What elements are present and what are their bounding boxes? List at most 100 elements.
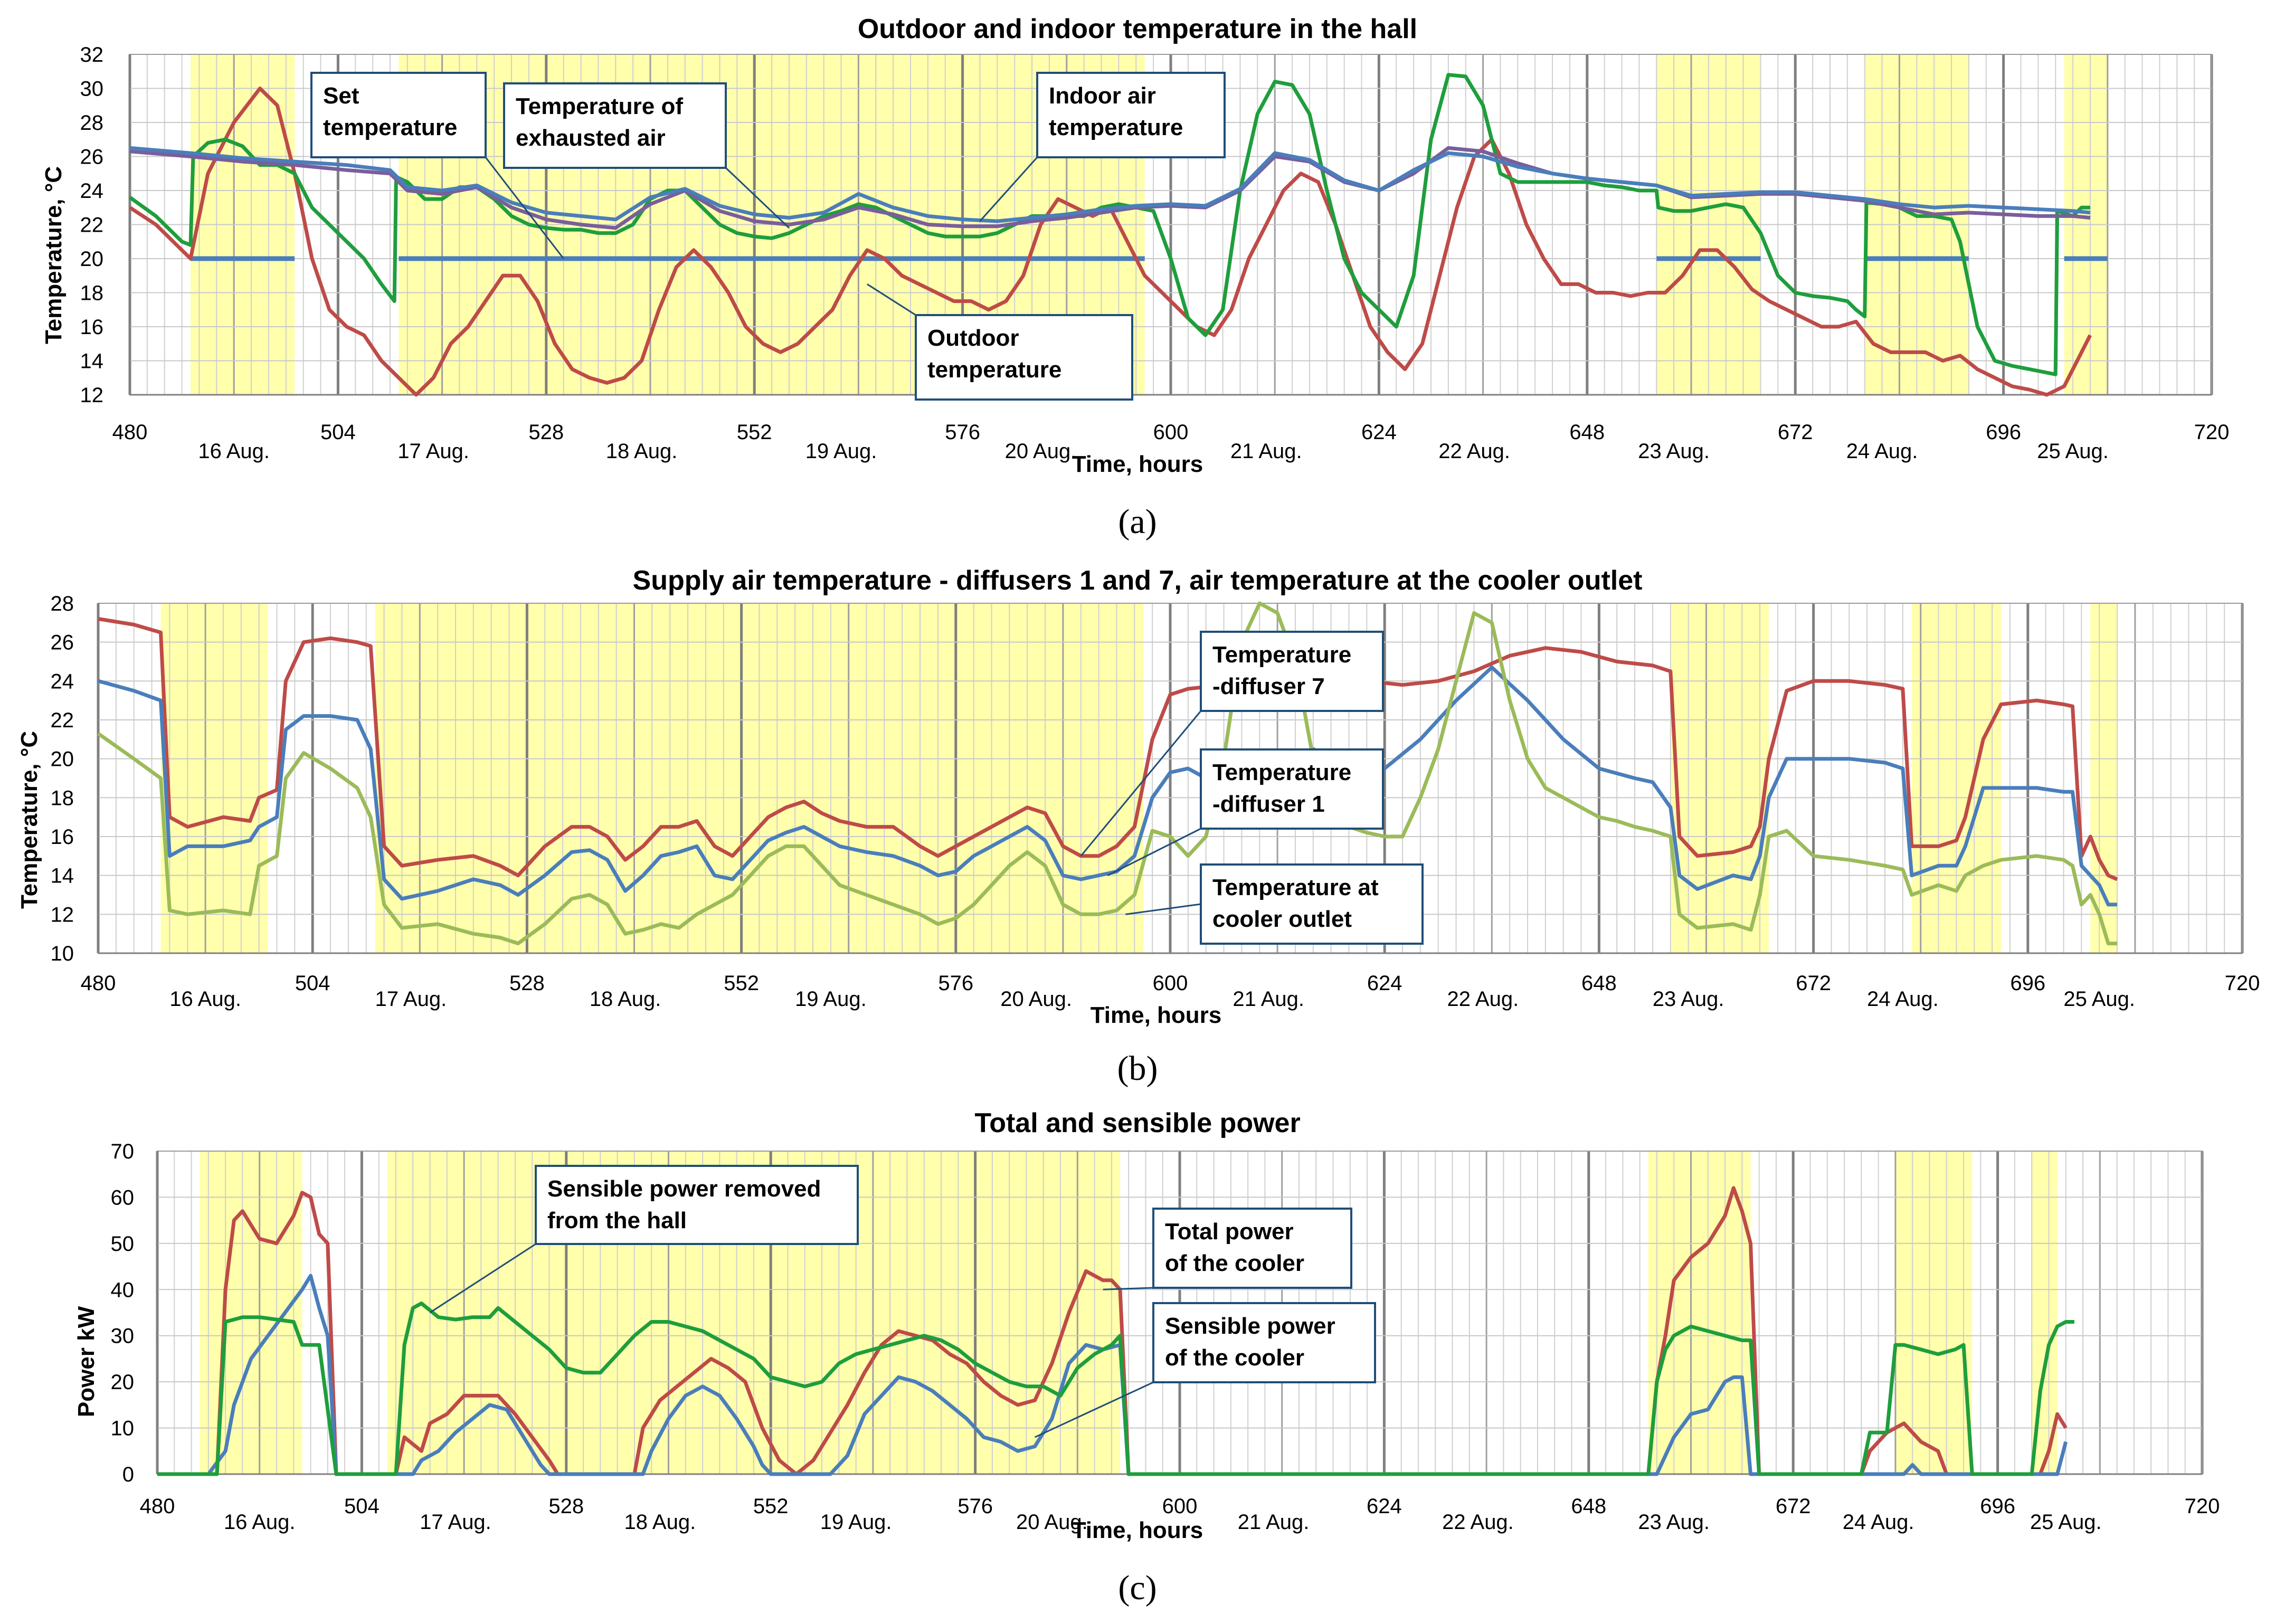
callout-text: Temperature at — [1212, 875, 1379, 900]
callout-leader — [1103, 1287, 1154, 1290]
callout-text: -diffuser 7 — [1212, 673, 1325, 699]
callout-text: Temperature — [1212, 642, 1351, 668]
y-axis-label: Power kW — [73, 1306, 99, 1417]
callout-box — [1200, 631, 1384, 712]
day-labels: 16 Aug. 17 Aug. 18 Aug. 19 Aug. 20 Aug. 21 Au… — [169, 987, 2135, 1011]
y-tick-label: 26 — [51, 631, 74, 654]
x-tick-label: 672 — [1796, 972, 1831, 995]
callout-text: Indoor air — [1049, 83, 1156, 109]
x-tick-label: 720 — [2194, 421, 2230, 444]
callout-text: of the cooler — [1165, 1250, 1304, 1276]
x-tick-label: 504 — [344, 1495, 380, 1518]
x-tick-label: 696 — [2010, 972, 2045, 995]
callout-text: temperature — [1049, 115, 1183, 140]
y-tick-label: 24 — [80, 179, 104, 203]
x-tick-label: 480 — [81, 972, 116, 995]
y-tick-label: 40 — [111, 1278, 135, 1302]
x-tick-label: 552 — [753, 1495, 789, 1518]
series-line — [157, 1302, 2074, 1476]
x-tick-label: 648 — [1569, 421, 1605, 444]
x-tick-label: 600 — [1162, 1495, 1198, 1518]
y-tick-label: 50 — [111, 1232, 135, 1256]
shaded-period — [160, 603, 268, 953]
chart-panel-b: Supply air temperature - diffusers 1 and… — [16, 565, 2260, 1088]
y-tick-label: 14 — [80, 350, 104, 373]
day-label: 23 Aug. — [1638, 440, 1710, 463]
callout-leader — [1034, 1381, 1154, 1438]
chart-panel-a: Outdoor and indoor temperature in the ha… — [41, 14, 2229, 541]
callout-box — [310, 72, 487, 158]
callout-box — [1152, 1208, 1352, 1289]
day-label: 22 Aug. — [1438, 440, 1510, 463]
panel-label: (b) — [1117, 1049, 1158, 1088]
y-tick-label: 60 — [111, 1186, 135, 1209]
day-label: 24 Aug. — [1867, 987, 1939, 1011]
day-label: 20 Aug. — [1000, 987, 1072, 1011]
series-line — [97, 601, 2117, 946]
day-label: 23 Aug. — [1653, 987, 1724, 1011]
day-label: 17 Aug. — [397, 440, 469, 463]
callout-leader — [429, 1243, 536, 1314]
y-tick-label: 70 — [111, 1140, 135, 1163]
y-tick-label: 0 — [122, 1463, 134, 1486]
callout-text: Temperature of — [516, 93, 683, 119]
callout-text: temperature — [323, 115, 457, 140]
day-labels: 16 Aug. 17 Aug. 18 Aug. 19 Aug. 20 Aug. 21 Au… — [224, 1511, 2102, 1534]
callout-text: -diffuser 1 — [1212, 791, 1325, 817]
x-tick-label: 576 — [945, 421, 980, 444]
shaded-period — [1648, 1151, 1751, 1474]
y-tick-labels: 0 10 20 30 40 50 60 70 — [111, 1140, 135, 1486]
day-label: 22 Aug. — [1447, 987, 1519, 1011]
x-tick-label: 624 — [1367, 1495, 1402, 1518]
callout-text: Total power — [1165, 1219, 1294, 1245]
callout-text: of the cooler — [1165, 1345, 1304, 1371]
y-tick-label: 20 — [80, 248, 104, 271]
callouts: Set temperature Temperature of exhausted ai… — [310, 72, 1226, 401]
callout-leader — [867, 283, 916, 316]
shaded-period — [1670, 603, 1769, 953]
day-label: 18 Aug. — [606, 440, 678, 463]
y-tick-label: 30 — [80, 78, 104, 101]
day-label: 21 Aug. — [1230, 440, 1302, 463]
x-tick-label: 696 — [1980, 1495, 2015, 1518]
day-label: 24 Aug. — [1846, 440, 1918, 463]
series-line — [129, 87, 2092, 397]
chart-title: Supply air temperature - diffusers 1 and… — [633, 565, 1643, 596]
callout-leader — [1080, 710, 1202, 857]
day-label: 25 Aug. — [2030, 1511, 2102, 1534]
day-label: 21 Aug. — [1233, 987, 1304, 1011]
callout-leader — [485, 157, 564, 259]
y-tick-label: 10 — [111, 1417, 135, 1440]
x-tick-label: 648 — [1571, 1495, 1606, 1518]
series-lines — [97, 601, 2118, 946]
x-tick-label: 672 — [1776, 1495, 1811, 1518]
callout-box — [1200, 863, 1424, 945]
gridlines — [97, 603, 2244, 954]
series-line — [157, 1274, 2068, 1476]
day-label: 25 Aug. — [2037, 440, 2109, 463]
x-axis-label: Time, hours — [1072, 451, 1203, 477]
x-tick-label: 672 — [1778, 421, 1813, 444]
day-label: 19 Aug. — [805, 440, 877, 463]
callout-box — [503, 82, 727, 169]
day-label: 19 Aug. — [820, 1511, 892, 1534]
callout-text: exhausted air — [516, 125, 666, 151]
y-tick-label: 18 — [51, 786, 74, 810]
y-tick-label: 16 — [80, 316, 104, 339]
x-tick-label: 624 — [1361, 421, 1397, 444]
chart-title: Outdoor and indoor temperature in the ha… — [858, 14, 1417, 44]
y-tick-label: 12 — [80, 384, 104, 407]
y-axis-label: Temperature, °Co — [16, 717, 42, 909]
y-tick-labels: 10 12 14 16 18 20 22 24 26 28 — [51, 592, 74, 965]
y-tick-label: 18 — [80, 282, 104, 305]
x-tick-labels: 480 504 528 552 576 600 624 648 672 696 720 — [140, 1495, 2220, 1518]
y-tick-label: 10 — [51, 942, 74, 965]
day-label: 21 Aug. — [1238, 1511, 1310, 1534]
y-tick-label: 16 — [51, 825, 74, 849]
callout-text: cooler outlet — [1212, 906, 1352, 932]
y-axis-label-text: Power kW — [73, 1306, 99, 1417]
series-lines — [157, 1186, 2074, 1476]
x-tick-label: 720 — [2185, 1495, 2220, 1518]
day-label: 24 Aug. — [1843, 1511, 1914, 1534]
